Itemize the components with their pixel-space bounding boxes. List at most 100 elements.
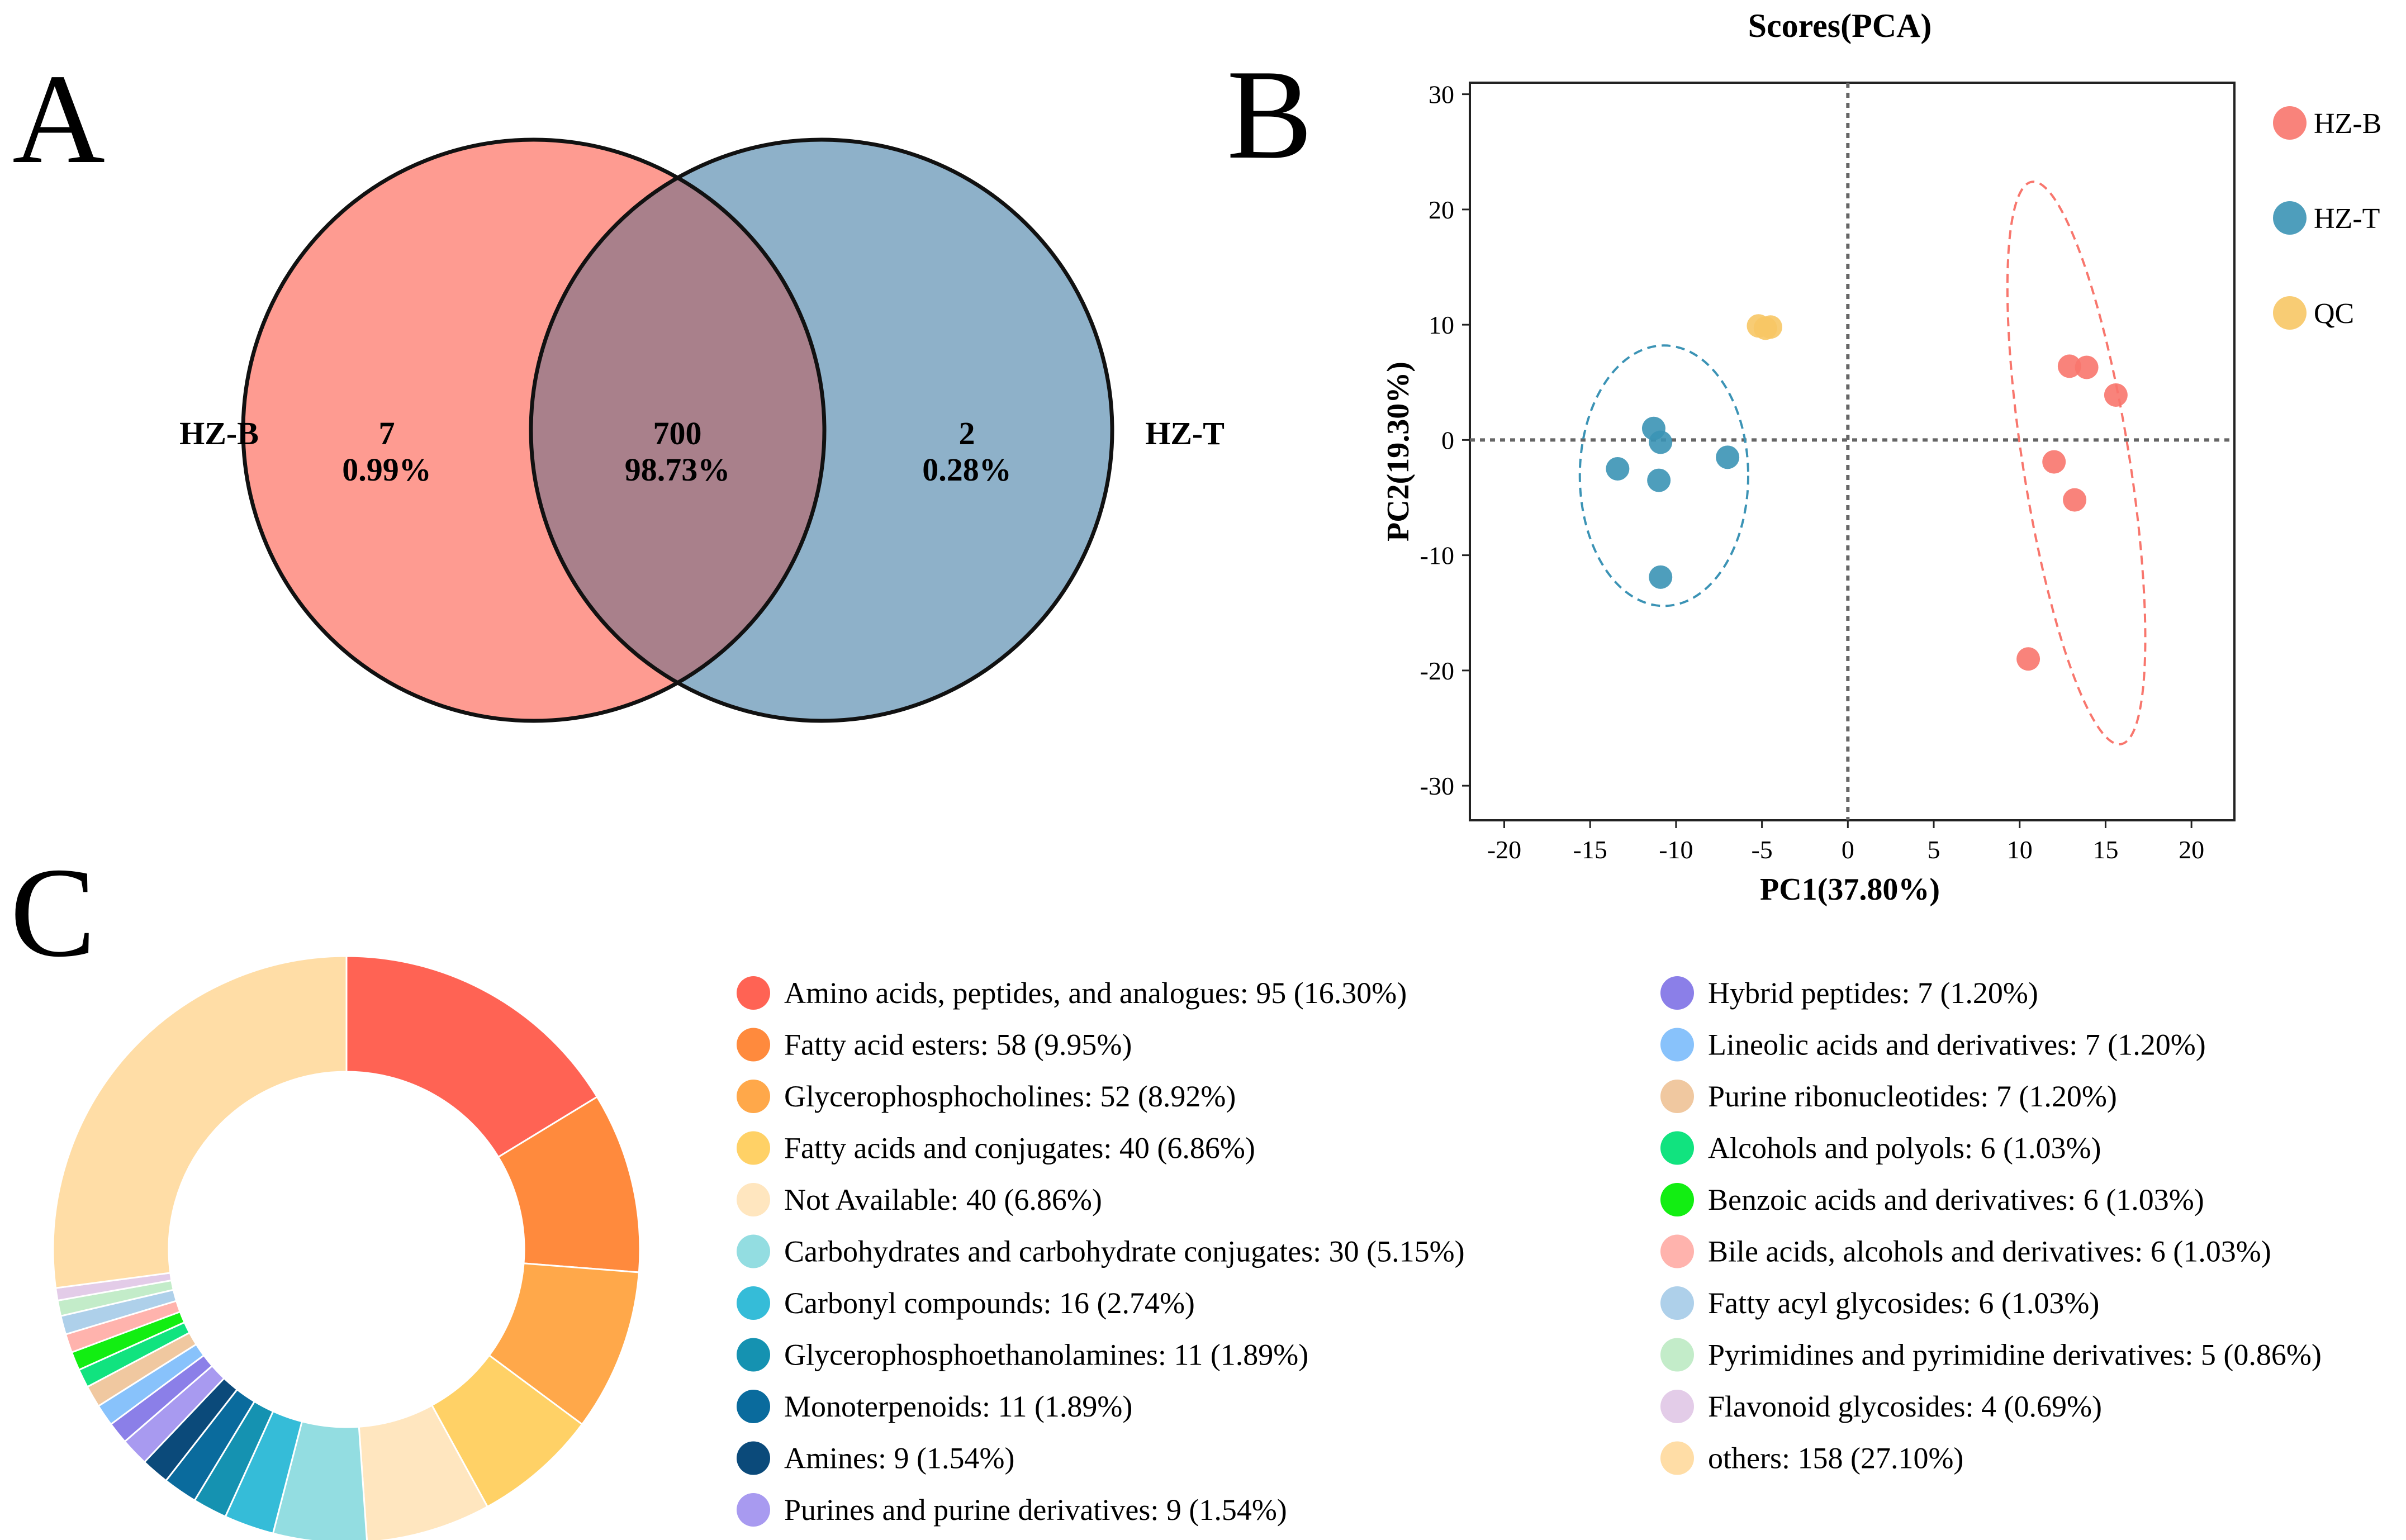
- donut-legend-label: Carbonyl compounds: 16 (2.74%): [784, 1286, 1195, 1320]
- donut-chart: [52, 955, 641, 1540]
- donut-legend-marker: [1660, 1286, 1694, 1320]
- panel-label-a: A: [12, 47, 105, 190]
- pca-point-hz-t: [1649, 565, 1673, 589]
- donut-legend-label: Hybrid peptides: 7 (1.20%): [1708, 976, 2038, 1010]
- donut-legend-marker: [737, 1234, 770, 1268]
- donut-legend-marker: [737, 1080, 770, 1113]
- pca-point-hz-t: [1649, 430, 1673, 454]
- venn-overlap-region: [531, 178, 824, 683]
- donut-legend-marker: [737, 1183, 770, 1216]
- donut-legend-label: Fatty acid esters: 58 (9.95%): [784, 1028, 1132, 1062]
- pca-x-tick-label: 15: [2092, 835, 2118, 864]
- pca-legend-label: QC: [2314, 298, 2354, 330]
- venn-count-hzb-only: 7: [379, 415, 395, 451]
- pca-x-axis: -20 -15 -10 -5 0 5 10 15 20: [1487, 820, 2204, 864]
- venn-percent-hzb-only: 0.99%: [342, 451, 431, 488]
- pca-legend-label: HZ-T: [2314, 203, 2380, 235]
- pca-y-tick-label: 10: [1429, 311, 1454, 339]
- pca-y-tick-label: -30: [1420, 772, 1454, 800]
- pca-ellipse-hz-b: [2006, 180, 2147, 746]
- donut-legend-marker: [737, 1286, 770, 1320]
- venn-set-label-hzb: HZ-B: [179, 415, 259, 451]
- pca-x-tick-label: 0: [1842, 835, 1854, 864]
- donut-legend-label: Amines: 9 (1.54%): [784, 1442, 1014, 1475]
- pca-point-hz-t: [1716, 445, 1740, 469]
- pca-x-tick-label: 20: [2179, 835, 2204, 864]
- pca-point-hz-t: [1647, 468, 1671, 492]
- donut-legend-marker: [1660, 1028, 1694, 1062]
- pca-y-axis: 30 20 10 0 -10 -20 -30: [1420, 80, 1470, 800]
- pca-legend: HZ-B HZ-T QC: [2273, 106, 2381, 330]
- pca-confidence-ellipses: [1578, 180, 2147, 746]
- donut-legend-label: Monoterpenoids: 11 (1.89%): [784, 1390, 1132, 1423]
- pca-title: Scores(PCA): [1748, 7, 1932, 44]
- donut-legend-label: Pyrimidines and pyrimidine derivatives: …: [1708, 1338, 2322, 1372]
- donut-legend: Amino acids, peptides, and analogues: 95…: [737, 976, 2322, 1527]
- donut-legend-label: Flavonoid glycosides: 4 (0.69%): [1708, 1390, 2102, 1423]
- donut-legend-marker: [737, 976, 770, 1010]
- pca-point-hz-b: [2063, 488, 2087, 512]
- pca-point-hz-b: [2057, 354, 2081, 378]
- venn-count-both: 700: [653, 415, 702, 451]
- pca-point-hz-t: [1606, 457, 1630, 481]
- donut-legend-label: Bile acids, alcohols and derivatives: 6 …: [1708, 1235, 2271, 1268]
- donut-legend-label: Fatty acyl glycosides: 6 (1.03%): [1708, 1286, 2099, 1320]
- pca-legend-marker: [2273, 201, 2307, 235]
- donut-legend-marker: [737, 1028, 770, 1062]
- pca-y-axis-label: PC2(19.30%): [1381, 362, 1416, 541]
- donut-slice: [52, 955, 348, 1289]
- pca-x-tick-label: 10: [2007, 835, 2033, 864]
- pca-zero-lines: [1470, 83, 2234, 820]
- venn-outline-hzb: [241, 137, 827, 723]
- pca-point-hz-b: [2075, 355, 2099, 379]
- donut-legend-marker: [737, 1131, 770, 1165]
- venn-percent-both: 98.73%: [625, 451, 730, 488]
- donut-legend-label: Lineolic acids and derivatives: 7 (1.20%…: [1708, 1028, 2206, 1062]
- pca-legend-label: HZ-B: [2314, 108, 2381, 140]
- donut-legend-marker: [1660, 1131, 1694, 1165]
- donut-legend-label: Purines and purine derivatives: 9 (1.54%…: [784, 1493, 1287, 1527]
- donut-legend-marker: [1660, 1183, 1694, 1216]
- donut-legend-marker: [1660, 1338, 1694, 1372]
- pca-legend-marker: [2273, 106, 2307, 140]
- pca-y-tick-label: 30: [1429, 80, 1454, 109]
- pca-y-tick-label: 0: [1441, 426, 1454, 454]
- pca-point-hz-b: [2042, 450, 2066, 474]
- pca-x-tick-label: -15: [1573, 835, 1607, 864]
- pca-points: [1606, 314, 2128, 671]
- donut-legend-marker: [737, 1338, 770, 1372]
- venn-diagram: HZ-B HZ-T 7 0.99% 700 98.73% 2 0.28%: [179, 137, 1225, 723]
- pca-legend-marker: [2273, 296, 2307, 330]
- donut-legend-marker: [737, 1441, 770, 1475]
- panel-label-c: C: [10, 841, 96, 983]
- pca-point-hz-b: [2016, 647, 2040, 671]
- pca-x-axis-label: PC1(37.80%): [1760, 872, 1940, 907]
- donut-legend-label: others: 158 (27.10%): [1708, 1442, 1963, 1475]
- donut-legend-marker: [1660, 1080, 1694, 1113]
- donut-legend-label: Glycerophosphocholines: 52 (8.92%): [784, 1080, 1236, 1113]
- donut-legend-label: Benzoic acids and derivatives: 6 (1.03%): [1708, 1183, 2204, 1216]
- venn-count-hzt-only: 2: [959, 415, 975, 451]
- donut-legend-marker: [1660, 1390, 1694, 1423]
- donut-legend-label: Glycerophosphoethanolamines: 11 (1.89%): [784, 1338, 1308, 1372]
- donut-legend-marker: [737, 1493, 770, 1527]
- donut-slice: [358, 1404, 489, 1540]
- donut-legend-label: Purine ribonucleotides: 7 (1.20%): [1708, 1080, 2117, 1113]
- pca-plot: Scores(PCA) -20 -15 -10 -5 0 5 10 15 20 3020100-…: [1381, 7, 2381, 907]
- donut-legend-marker: [1660, 976, 1694, 1010]
- pca-x-tick-label: 5: [1928, 835, 1940, 864]
- venn-set-label-hzt: HZ-T: [1145, 415, 1225, 451]
- donut-legend-label: Amino acids, peptides, and analogues: 95…: [784, 976, 1407, 1010]
- pca-y-tick-label: -20: [1420, 657, 1454, 685]
- panel-label-b: B: [1227, 43, 1312, 186]
- donut-legend-label: Not Available: 40 (6.86%): [784, 1183, 1102, 1216]
- donut-legend-marker: [737, 1390, 770, 1423]
- pca-plot-frame: [1469, 82, 2236, 821]
- pca-point-qc: [1758, 315, 1782, 339]
- pca-y-tick-label: 20: [1429, 196, 1454, 224]
- donut-legend-marker: [1660, 1441, 1694, 1475]
- pca-point-hz-b: [2104, 383, 2128, 407]
- pca-x-tick-label: -10: [1659, 835, 1693, 864]
- pca-x-tick-label: -20: [1487, 835, 1521, 864]
